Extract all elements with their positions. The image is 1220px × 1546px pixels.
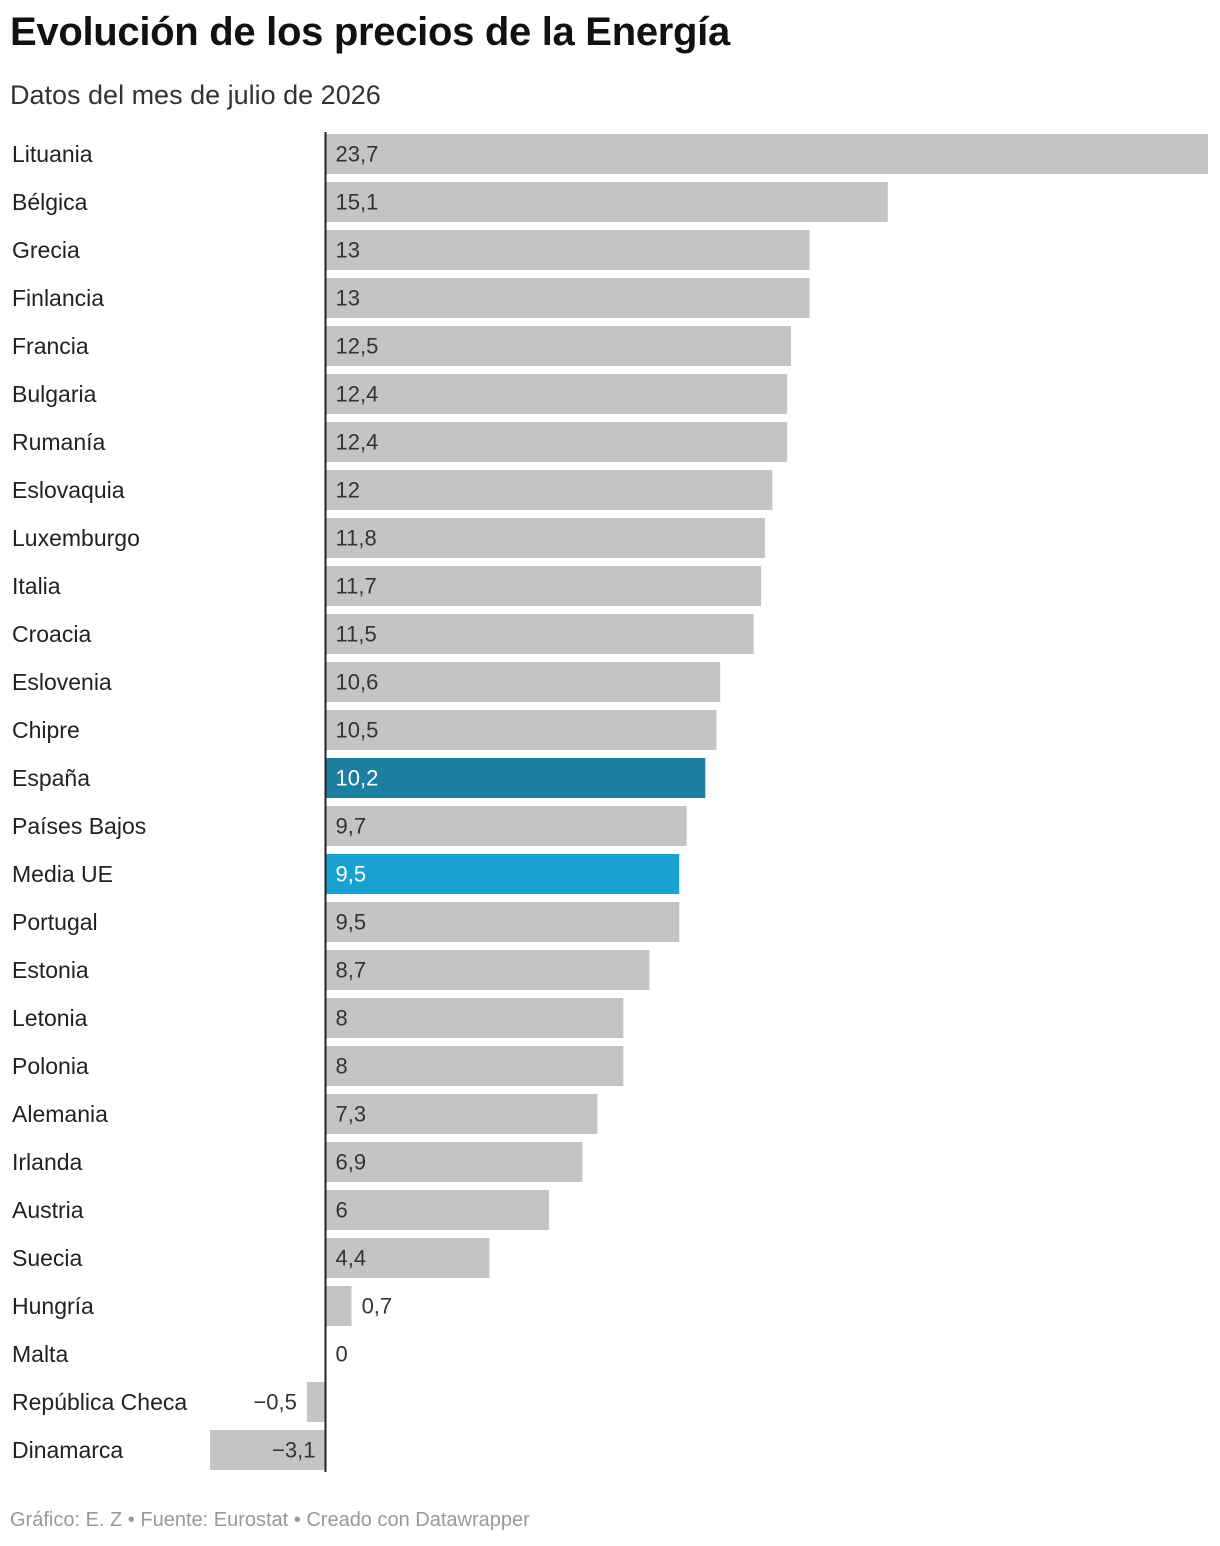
category-label-bulgaria: Bulgaria	[12, 381, 97, 407]
category-label-hungria: Hungría	[12, 1293, 94, 1319]
bar-espana	[325, 758, 706, 798]
category-label-letonia: Letonia	[12, 1005, 88, 1031]
category-label-grecia: Grecia	[12, 237, 80, 263]
category-label-luxemburgo: Luxemburgo	[12, 525, 140, 551]
bar-chart: Lituania 23,7 Bélgica 15,1 Grecia 13 Finlancia…	[12, 132, 1208, 1472]
category-label-croacia: Croacia	[12, 621, 91, 647]
bar-republica-checa	[306, 1382, 326, 1422]
value-label-rumania: 12,4	[336, 430, 379, 455]
value-label-chipre: 10,5	[336, 718, 379, 743]
bar-letonia	[325, 998, 624, 1038]
value-label-estonia: 8,7	[336, 958, 367, 983]
bar-croacia	[325, 614, 754, 654]
category-label-polonia: Polonia	[12, 1053, 89, 1079]
value-label-finlancia: 13	[336, 286, 360, 311]
value-label-espana: 10,2	[336, 766, 379, 791]
category-label-belgica: Bélgica	[12, 189, 88, 215]
value-label-hungria: 0,7	[362, 1294, 393, 1319]
value-label-suecia: 4,4	[336, 1246, 367, 1271]
value-label-belgica: 15,1	[336, 190, 379, 215]
value-label-austria: 6	[336, 1198, 348, 1223]
bar-rumania	[325, 422, 788, 462]
bar-eslovaquia	[325, 470, 773, 510]
bar-media-ue	[325, 854, 680, 894]
value-label-italia: 11,7	[336, 574, 377, 599]
value-label-alemania: 7,3	[336, 1102, 367, 1127]
bar-francia	[325, 326, 791, 366]
category-label-paises-bajos: Países Bajos	[12, 813, 146, 839]
value-label-luxemburgo: 11,8	[336, 526, 377, 551]
value-label-bulgaria: 12,4	[336, 382, 379, 407]
value-label-republica-checa: −0,5	[253, 1390, 296, 1415]
bar-dinamarca	[210, 1430, 326, 1470]
bar-italia	[325, 566, 762, 606]
category-label-irlanda: Irlanda	[12, 1149, 83, 1175]
bar-finlancia	[325, 278, 810, 318]
category-label-republica-checa: República Checa	[12, 1389, 187, 1415]
value-label-irlanda: 6,9	[336, 1150, 367, 1175]
category-label-media-ue: Media UE	[12, 861, 113, 887]
bar-alemania	[325, 1094, 598, 1134]
chart-subtitle: Datos del mes de julio de 2026	[10, 80, 381, 110]
category-label-italia: Italia	[12, 573, 61, 599]
chart-title: Evolución de los precios de la Energía	[10, 10, 730, 54]
value-label-portugal: 9,5	[336, 910, 367, 935]
category-label-austria: Austria	[12, 1197, 84, 1223]
category-label-lituania: Lituania	[12, 141, 93, 167]
value-label-malta: 0	[336, 1342, 348, 1367]
bar-austria	[325, 1190, 549, 1230]
value-label-lituania: 23,7	[336, 142, 379, 167]
value-label-letonia: 8	[336, 1006, 348, 1031]
bar-bulgaria	[325, 374, 788, 414]
category-label-eslovenia: Eslovenia	[12, 669, 112, 695]
category-label-estonia: Estonia	[12, 957, 89, 983]
bar-estonia	[325, 950, 650, 990]
bar-irlanda	[325, 1142, 583, 1182]
value-label-eslovenia: 10,6	[336, 670, 379, 695]
value-label-eslovaquia: 12	[336, 478, 360, 503]
category-label-espana: España	[12, 765, 90, 791]
category-label-suecia: Suecia	[12, 1245, 83, 1271]
bar-chipre	[325, 710, 717, 750]
value-label-francia: 12,5	[336, 334, 379, 359]
bar-lituania	[325, 134, 1208, 174]
category-label-alemania: Alemania	[12, 1101, 108, 1127]
value-label-paises-bajos: 9,7	[336, 814, 367, 839]
bar-belgica	[325, 182, 888, 222]
category-label-rumania: Rumanía	[12, 429, 106, 455]
chart-footer: Gráfico: E. Z • Fuente: Eurostat • Cread…	[10, 1509, 530, 1531]
value-label-media-ue: 9,5	[336, 862, 367, 887]
category-label-eslovaquia: Eslovaquia	[12, 477, 125, 503]
bar-suecia	[325, 1238, 490, 1278]
category-label-chipre: Chipre	[12, 717, 80, 743]
category-label-portugal: Portugal	[12, 909, 98, 935]
bar-polonia	[325, 1046, 624, 1086]
bar-paises-bajos	[325, 806, 687, 846]
bar-grecia	[325, 230, 810, 270]
category-label-dinamarca: Dinamarca	[12, 1437, 123, 1463]
value-label-polonia: 8	[336, 1054, 348, 1079]
value-label-dinamarca: −3,1	[272, 1438, 315, 1463]
value-label-grecia: 13	[336, 238, 360, 263]
bar-eslovenia	[325, 662, 721, 702]
category-label-malta: Malta	[12, 1341, 68, 1367]
value-label-croacia: 11,5	[336, 622, 377, 647]
category-label-francia: Francia	[12, 333, 89, 359]
category-label-finlancia: Finlancia	[12, 285, 104, 311]
bar-hungria	[325, 1286, 352, 1326]
bar-portugal	[325, 902, 680, 942]
bar-luxemburgo	[325, 518, 765, 558]
